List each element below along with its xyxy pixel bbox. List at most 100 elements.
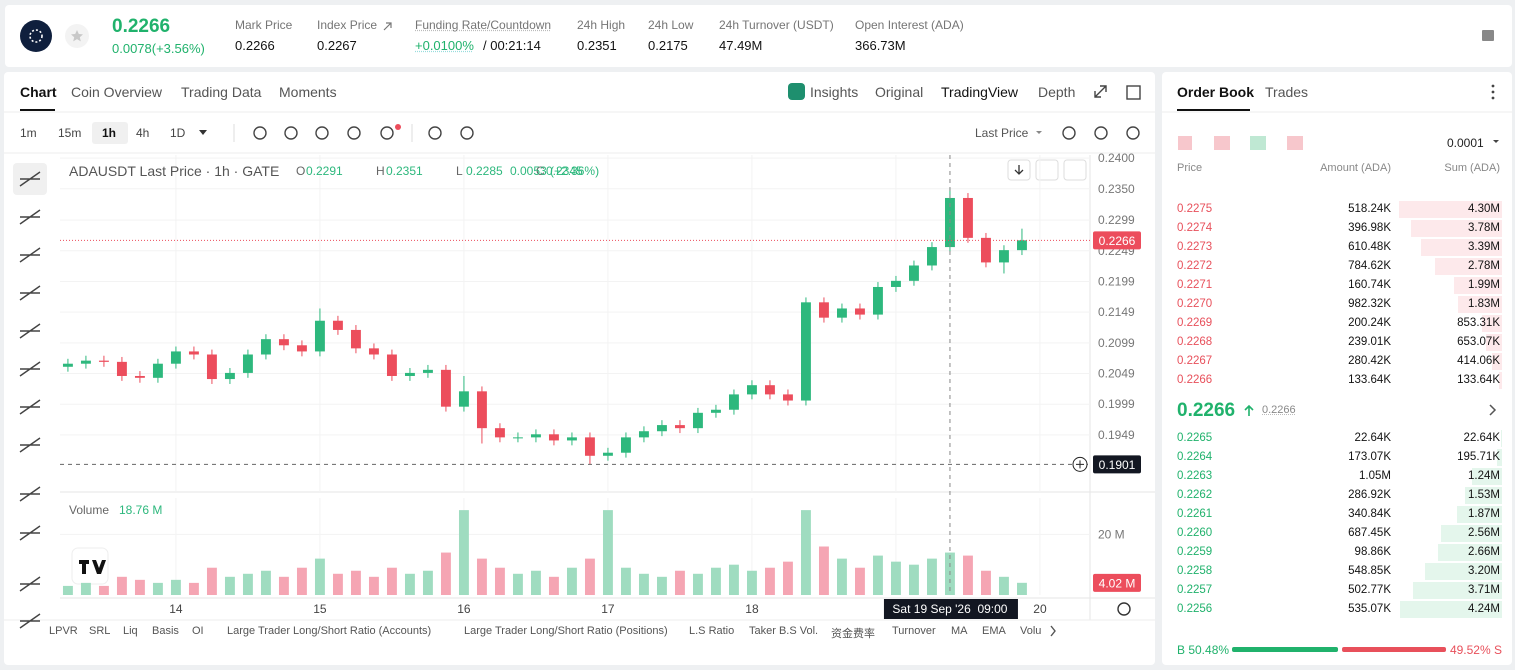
draw-tool[interactable] [19,323,41,339]
volume-bar [440,552,451,595]
toolbar-icon[interactable] [380,126,394,140]
indicator-tab[interactable]: L.S Ratio [689,625,735,637]
candle-body [909,265,919,281]
book-price[interactable]: 0.2266 [1177,374,1213,386]
draw-tool[interactable] [19,437,41,453]
dropdown-arrow[interactable] [1493,140,1499,143]
view-tab[interactable]: Depth [1038,84,1076,100]
settings-icon[interactable] [1117,602,1131,616]
candle-body [746,385,757,395]
book-price[interactable]: 0.2265 [1177,432,1213,444]
book-price[interactable]: 0.2260 [1177,527,1213,539]
interval[interactable]: 4h [136,126,150,140]
book-tab[interactable]: Order Book [1177,84,1255,100]
book-tab[interactable]: Trades [1265,84,1309,100]
draw-tool[interactable] [19,576,41,592]
toolbar-icon[interactable] [284,126,298,140]
volume-bar [98,585,109,595]
menu-dot[interactable] [1491,84,1495,88]
draw-tool[interactable] [19,399,41,415]
book-price[interactable]: 0.2258 [1177,565,1213,577]
draw-tool[interactable] [19,525,41,541]
indicator-tab[interactable]: Liq [123,625,138,637]
draw-tool[interactable] [19,285,41,301]
toolbar-icon[interactable] [253,126,267,140]
reset-button[interactable] [1063,159,1087,181]
indicator-tab[interactable]: Taker B.S Vol. [749,625,819,637]
indicator-tab[interactable]: SRL [89,625,111,637]
book-price[interactable]: 0.2264 [1177,451,1213,463]
indicator-tab[interactable]: EMA [982,625,1006,637]
interval[interactable]: 1m [20,126,37,140]
indicator-tab[interactable]: OI [192,625,204,637]
indicator-tab[interactable]: Large Trader Long/Short Ratio (Accounts) [227,625,432,637]
book-price[interactable]: 0.2274 [1177,222,1213,234]
book-price[interactable]: 0.2262 [1177,489,1213,501]
precision[interactable]: 0.0001 [1447,136,1484,150]
scroll-button[interactable] [1007,159,1031,181]
draw-tool[interactable] [19,247,41,263]
toolbar-icon[interactable] [1126,126,1140,140]
indicator-tab[interactable]: LPVR [49,625,78,637]
interval[interactable]: 1h [102,126,117,140]
book-price[interactable]: 0.2261 [1177,508,1213,520]
book-price[interactable]: 0.2275 [1177,203,1213,215]
draw-tool[interactable] [19,613,41,629]
layout-icon[interactable] [1482,30,1494,41]
chart-tab[interactable]: Trading Data [181,84,262,100]
toolbar-icon[interactable] [315,126,329,140]
book-price[interactable]: 0.2256 [1177,603,1213,615]
view-tab[interactable]: TradingView [941,84,1019,100]
toolbar-icon[interactable] [1062,126,1076,140]
chart-tab[interactable]: Coin Overview [71,84,163,100]
book-price[interactable]: 0.2272 [1177,260,1213,272]
indicator-tab[interactable]: 资金费率 [831,628,875,640]
scroll-right[interactable] [1050,625,1056,637]
book-view-icon[interactable] [1178,136,1192,150]
book-view-icon[interactable] [1287,136,1303,150]
insights-icon[interactable] [788,83,805,100]
toolbar-icon[interactable] [460,126,474,140]
toolbar-icon[interactable] [428,126,442,140]
book-price[interactable]: 0.2269 [1177,317,1213,329]
chevron[interactable] [1489,404,1497,416]
toolbar-icon[interactable] [347,126,361,140]
book-price[interactable]: 0.2271 [1177,279,1213,291]
book-sum: 3.78M [1468,222,1500,234]
book-price[interactable]: 0.2268 [1177,336,1213,348]
menu-dot[interactable] [1491,96,1495,100]
indicator-tab[interactable]: Large Trader Long/Short Ratio (Positions… [464,625,668,637]
price-type[interactable]: Last Price [975,126,1029,140]
indicator-tab[interactable]: Basis [152,625,179,637]
volume-bar [764,567,775,595]
draw-tool[interactable] [19,486,41,502]
book-price[interactable]: 0.2267 [1177,355,1213,367]
draw-tool[interactable] [19,171,41,187]
book-view-icon[interactable] [1250,136,1266,150]
view-tab[interactable]: Original [875,84,924,100]
volume-tag-label: 4.02 M [1099,576,1136,590]
interval[interactable]: 15m [58,126,82,140]
toolbar-icon[interactable] [1094,126,1108,140]
book-price[interactable]: 0.2270 [1177,298,1213,310]
expand-icon[interactable] [1094,85,1107,98]
dropdown-arrow[interactable] [1036,131,1042,134]
book-price[interactable]: 0.2273 [1177,241,1213,253]
book-price[interactable]: 0.2259 [1177,546,1213,558]
chart-tab[interactable]: Moments [279,84,337,100]
menu-dot[interactable] [1491,90,1495,94]
interval[interactable]: 1D [170,126,186,140]
book-view-icon[interactable] [1214,136,1230,150]
draw-tool[interactable] [19,209,41,225]
chart-tab[interactable]: Chart [20,84,57,100]
collapse-button[interactable] [1035,159,1059,181]
book-price[interactable]: 0.2257 [1177,584,1213,596]
dropdown-arrow[interactable] [199,130,207,135]
view-tab[interactable]: Insights [810,84,859,100]
indicator-tab[interactable]: Turnover [892,625,936,637]
indicator-tab[interactable]: Volu [1020,625,1042,637]
book-price[interactable]: 0.2263 [1177,470,1213,482]
draw-tool[interactable] [19,361,41,377]
indicator-tab[interactable]: MA [951,625,968,637]
window-icon[interactable] [1126,85,1141,100]
